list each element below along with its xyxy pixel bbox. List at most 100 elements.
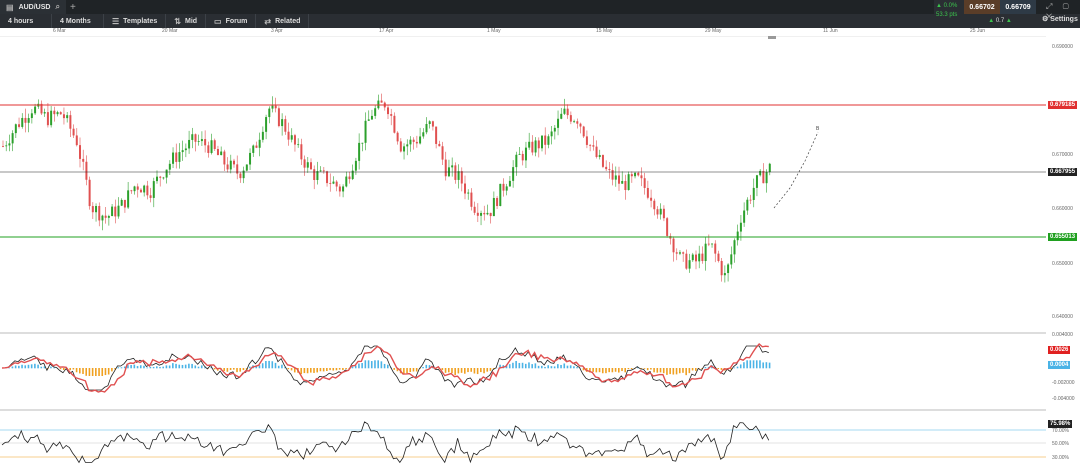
candle-body (752, 187, 755, 200)
candle-body (759, 170, 762, 176)
current-price-tag: 0.667955 (1048, 168, 1078, 176)
macd-histogram-bar (197, 366, 200, 369)
candle-body (59, 112, 62, 115)
macd-histogram-bar (537, 365, 540, 369)
candle-body (14, 124, 17, 134)
macd-histogram-bar (14, 365, 17, 369)
candle-body (329, 183, 332, 184)
candle-body (34, 106, 37, 114)
macd-histogram-bar (566, 365, 569, 369)
candle-body (255, 145, 258, 148)
macd-histogram-bar (75, 368, 78, 373)
settings-button[interactable]: ⚙ Settings (1042, 15, 1078, 23)
price-tick: 0.670000 (1052, 152, 1073, 158)
search-icon[interactable]: ⌕ (55, 2, 60, 11)
candle-body (111, 206, 114, 217)
macd-histogram-bar (53, 367, 55, 369)
macd-histogram-bar (576, 367, 578, 369)
candle-body (377, 100, 380, 109)
macd-histogram-bar (736, 366, 739, 369)
candle-body (69, 115, 72, 129)
candle-body (268, 108, 271, 118)
templates-button[interactable]: ☰ Templates (104, 14, 167, 28)
macd-histogram-bar (685, 368, 687, 376)
templates-label: Templates (123, 17, 158, 25)
candle-body (316, 171, 319, 180)
projection-line[interactable] (773, 131, 819, 209)
candle-body (480, 212, 483, 216)
candle-body (338, 186, 341, 192)
candle-body (127, 190, 130, 208)
macd-histogram-bar (611, 368, 614, 373)
buy-price[interactable]: 0.66709 (1000, 0, 1036, 14)
candle-body (91, 206, 94, 213)
candle-body (508, 180, 511, 187)
current-time-marker[interactable] (768, 36, 776, 39)
candle-body (184, 148, 187, 151)
macd-histogram-bar (306, 368, 309, 374)
candle-body (88, 179, 91, 207)
candle-body (252, 145, 255, 153)
related-button[interactable]: ⇄ Related (256, 14, 310, 28)
sell-price[interactable]: 0.66702 (964, 0, 1000, 14)
candle-body (107, 216, 110, 218)
price-tick: 0.660000 (1052, 206, 1073, 212)
candle-body (24, 117, 27, 123)
candle-body (303, 159, 306, 168)
forum-button[interactable]: ▭ Forum (206, 14, 257, 28)
candle-body (2, 146, 4, 147)
candle-body (300, 144, 303, 160)
price-chart[interactable]: B (0, 36, 1046, 472)
tab-bar: ▤ AUD/USD ⌕ + (0, 0, 1080, 14)
add-tab-icon[interactable]: + (69, 1, 76, 13)
date-tick: 11 Jun (823, 28, 838, 34)
range-button[interactable]: 4 Months (52, 14, 104, 28)
candle-body (614, 175, 617, 180)
window-controls[interactable]: ⤢ ▢ ✕ (1046, 2, 1073, 21)
date-tick: 29 May (705, 28, 722, 34)
candle-body (207, 145, 210, 153)
macd-histogram-bar (573, 366, 575, 369)
macd-histogram-bar (143, 365, 145, 369)
macd-histogram-bar (178, 364, 181, 369)
macd-histogram-bar (229, 368, 232, 371)
tab-audusd[interactable]: ▤ AUD/USD ⌕ (0, 0, 66, 14)
candle-body (566, 108, 569, 116)
macd-line (1, 345, 769, 391)
candle-body (611, 170, 614, 180)
macd-histogram-bar (130, 364, 132, 369)
macd-panel (1, 343, 771, 393)
candle-body (537, 140, 540, 149)
macd-histogram-bar (486, 368, 489, 372)
timeframe-button[interactable]: 4 hours (0, 14, 52, 28)
candle-body (659, 208, 662, 215)
macd-histogram-bar (534, 363, 537, 369)
up-arrow-icon: ▲ (936, 3, 942, 9)
macd-histogram-bar (310, 368, 312, 373)
candle-body (470, 192, 473, 207)
candle-body (261, 131, 264, 140)
macd-histogram-bar (245, 368, 248, 370)
macd-histogram-bar (34, 363, 36, 369)
macd-histogram-bar (508, 364, 511, 369)
macd-histogram-bar (284, 367, 286, 369)
mid-button[interactable]: ⇅ Mid (166, 14, 207, 28)
candle-body (473, 206, 476, 213)
macd-histogram-bar (374, 360, 376, 369)
macd-histogram-bar (329, 368, 331, 371)
macd-histogram-bar (560, 364, 562, 369)
candle-body (226, 164, 229, 170)
macd-histogram-bar (226, 368, 229, 372)
candle-body (101, 215, 104, 221)
macd-histogram-bar (415, 368, 418, 372)
macd-histogram-bar (194, 365, 197, 369)
candle-body (739, 222, 742, 232)
macd-histogram-bar (720, 368, 723, 370)
macd-histogram-bar (759, 360, 761, 369)
macd-histogram-bar (95, 368, 97, 376)
candle-body (422, 132, 425, 137)
macd-histogram-bar (239, 368, 242, 372)
candle-body (200, 139, 203, 142)
macd-histogram-bar (467, 368, 469, 373)
macd-histogram-bar (454, 368, 456, 376)
